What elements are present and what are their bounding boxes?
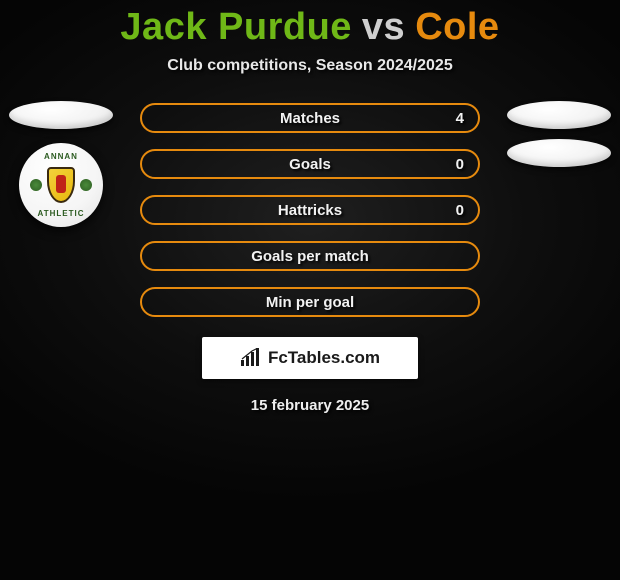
stats-section: ANNAN ATHLETIC Matches4Goals0Hattricks0G…: [0, 103, 620, 317]
date-label: 15 february 2025: [251, 397, 369, 414]
thistle-icon: [30, 179, 42, 191]
player1-name-oval: [9, 101, 113, 129]
stat-bar: Matches 4: [140, 103, 480, 133]
subtitle: Club competitions, Season 2024/2025: [167, 57, 452, 75]
stat-bar: Min per goal: [140, 287, 480, 317]
stat-label: Goals: [289, 156, 331, 173]
brand-badge: FcTables.com: [202, 337, 418, 379]
stat-bar: Goals per match: [140, 241, 480, 271]
badge-text-bottom: ATHLETIC: [38, 209, 85, 218]
title-player2: Cole: [415, 6, 499, 49]
stat-bar: Hattricks 0: [140, 195, 480, 225]
stat-label: Min per goal: [266, 294, 354, 311]
page-title: Jack Purdue vs Cole: [120, 6, 499, 49]
badge-text-top: ANNAN: [44, 152, 78, 161]
stat-bars: Matches 4 Goals 0 Hattricks 0 Goals per match M…: [140, 103, 480, 317]
player1-club-badge: ANNAN ATHLETIC: [19, 143, 103, 227]
title-vs: vs: [362, 6, 405, 49]
shield-icon: [47, 167, 75, 203]
player2-name-oval: [507, 101, 611, 129]
player2-club-oval: [507, 139, 611, 167]
bars-icon: [240, 348, 262, 368]
stat-label: Matches: [280, 110, 340, 127]
stat-value-right: 0: [456, 156, 464, 173]
left-column: ANNAN ATHLETIC: [6, 101, 116, 227]
stat-value-right: 4: [456, 110, 464, 127]
stat-bar: Goals 0: [140, 149, 480, 179]
stat-label: Goals per match: [251, 248, 369, 265]
stat-label: Hattricks: [278, 202, 342, 219]
right-column: [504, 101, 614, 167]
thistle-icon: [80, 179, 92, 191]
brand-text: FcTables.com: [268, 348, 380, 368]
stat-value-right: 0: [456, 202, 464, 219]
title-player1: Jack Purdue: [120, 6, 352, 49]
